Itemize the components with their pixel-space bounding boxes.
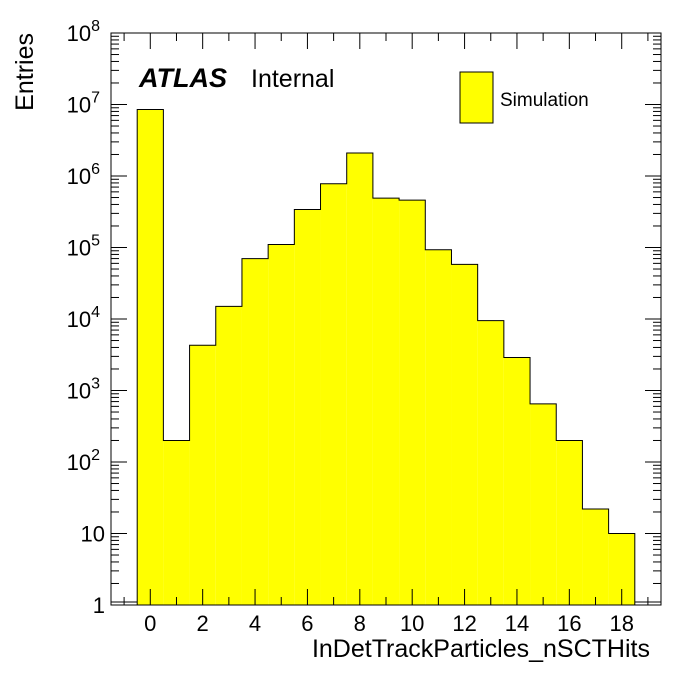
y-tick-label: 106 — [67, 161, 100, 189]
histogram-bar — [294, 209, 321, 605]
y-tick-label: 108 — [67, 18, 100, 46]
legend-label: Simulation — [500, 90, 589, 111]
x-tick-label: 8 — [354, 611, 366, 636]
x-tick-label: 0 — [144, 611, 156, 636]
x-tick-label: 16 — [557, 611, 581, 636]
y-axis-title: Entries — [11, 33, 39, 111]
y-tick-label: 107 — [67, 90, 100, 118]
y-tick-label: 103 — [67, 376, 100, 404]
histogram-bar — [346, 152, 373, 606]
internal-label: Internal — [251, 65, 334, 93]
histogram-bar — [215, 306, 242, 605]
legend-swatch — [459, 71, 494, 124]
x-tick-label: 4 — [249, 611, 261, 636]
x-tick-label: 18 — [609, 611, 633, 636]
histogram-bar — [399, 200, 426, 606]
bars-layer — [111, 109, 661, 606]
x-tick-label: 14 — [505, 611, 529, 636]
histogram-bar — [189, 345, 216, 605]
histogram-bar — [556, 440, 583, 605]
x-tick-label: 6 — [301, 611, 313, 636]
histogram-outline — [136, 109, 636, 605]
histogram-bar — [320, 183, 347, 605]
histogram-bar — [268, 244, 295, 606]
ticks-layer — [111, 32, 661, 606]
histogram-bar — [241, 258, 269, 605]
histogram-bar — [451, 264, 478, 605]
tick-labels-layer: 0 2 4 6 8 10 12 14 16 18 1 10 102 103 104 105 106 107 108 — [67, 18, 634, 636]
histogram-bar — [163, 440, 190, 605]
histogram-bar — [425, 249, 452, 605]
histogram-bar — [530, 403, 557, 605]
y-tick-label: 104 — [67, 304, 100, 332]
y-tick-label: 102 — [67, 447, 100, 475]
histogram-bar — [477, 320, 504, 605]
histogram-bar — [372, 198, 400, 605]
y-tick-label: 1 — [93, 593, 105, 618]
x-tick-label: 10 — [400, 611, 424, 636]
x-tick-label: 2 — [197, 611, 209, 636]
y-tick-label: 105 — [67, 233, 100, 261]
histogram-bar — [137, 109, 164, 606]
atlas-label: ATLAS — [138, 63, 227, 93]
histogram-bar — [582, 509, 609, 605]
x-axis-title: InDetTrackParticles_nSCTHits — [312, 635, 650, 663]
x-tick-label: 12 — [452, 611, 476, 636]
y-tick-label: 10 — [81, 522, 105, 547]
histogram-bar — [503, 357, 531, 605]
